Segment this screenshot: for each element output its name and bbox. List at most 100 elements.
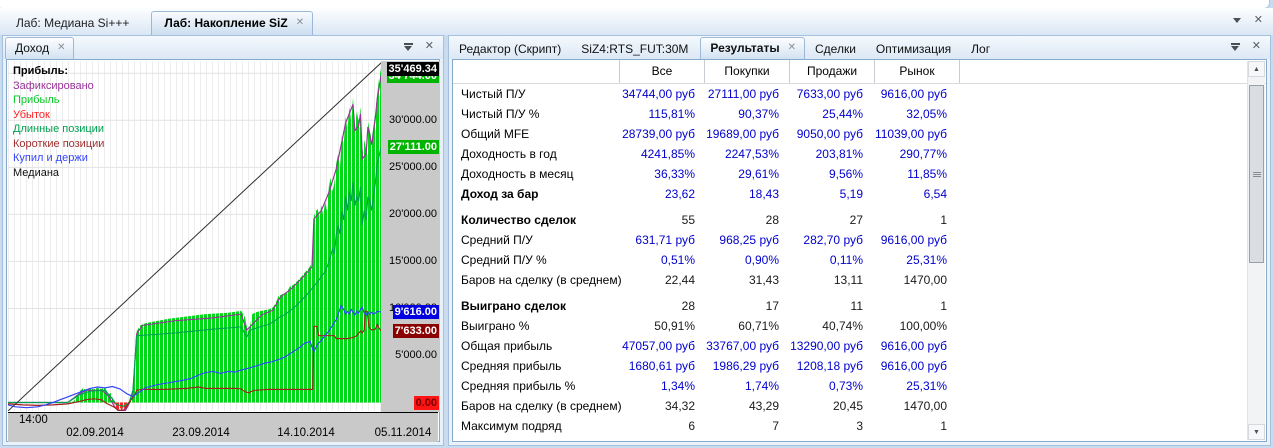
table-row: Средний П/У 631,71 руб 968,25 руб 282,70 ру… [453,230,1266,250]
chevron-down-icon[interactable] [1232,18,1241,23]
row-value: 32,05% [906,107,947,121]
time-axis[interactable]: 14:00 02.09.2014 23.09.2014 14.10.2014 05.1… [8,412,438,442]
row-label: Общая прибыль [461,339,553,353]
row-value: 25,31% [906,253,947,267]
tab-label: Редактор (Скрипт) [459,42,562,56]
row-value: 1,74% [744,379,779,393]
profit-chart-plot[interactable] [7,61,382,412]
tab-item-4[interactable]: Оптимизация [866,39,961,59]
row-value: 22,44 [664,273,695,287]
legend-title: Прибыль: [13,65,68,77]
profit-chart: Прибыль: Зафиксировано Прибыль Убыток Длинн… [6,59,440,442]
tab-item-1[interactable]: SiZ4:RTS_FUT:30M [571,39,698,59]
row-value: 1,34% [660,379,695,393]
row-value: 17 [765,299,779,313]
doc-tab-mediana-si[interactable]: Лаб: Медиана Si+++ [16,16,130,30]
price-badge: 35'469.34 [386,61,439,76]
row-value: 11 [850,299,863,313]
row-label: Чистый П/У % [461,107,540,121]
row-label: Выиграно сделок [461,299,566,313]
row-label: Доходность в год [461,147,557,161]
row-value: 5,19 [839,187,863,201]
close-icon[interactable]: ✕ [1251,40,1261,52]
tab-label: SiZ4:RTS_FUT:30M [581,42,689,56]
row-value: 25,31% [906,379,947,393]
chart-legend: Прибыль: Зафиксировано Прибыль Убыток Длинн… [13,64,104,180]
row-value: 282,70 руб [803,233,863,247]
close-icon[interactable]: ✕ [295,17,305,28]
row-value: 100,00% [899,319,947,333]
row-value: 20,45 [832,399,863,413]
row-label: Средний П/У % [461,253,547,267]
price-badge: 9'616.00 [392,305,439,320]
scroll-down-arrow-icon[interactable]: ▼ [1248,424,1265,440]
tab-item-3[interactable]: Сделки [805,39,866,59]
doc-tab-nakoplenie-siz[interactable]: Лаб: Накопление SiZ ✕ [151,11,314,35]
close-icon[interactable]: ✕ [424,40,434,52]
dock-pin-icon[interactable] [1230,42,1240,51]
row-label: Средняя прибыль [461,359,562,373]
price-axis[interactable]: 30'000.0025'000.0020'000.0015'000.0010'0… [381,61,440,412]
row-value: 3 [856,419,863,433]
row-value: 33767,00 руб [706,339,779,353]
row-value: 47057,00 руб [622,339,695,353]
price-tick-label: 15'000.00 [389,255,437,268]
tab-results[interactable]: Результаты ✕ [700,37,805,59]
row-value: 290,77% [899,147,947,161]
row-value: 13290,00 руб [790,339,863,353]
income-panel: Доход ✕ ✕ Прибыль: Зафиксировано Прибыль У… [2,35,444,446]
scrollbar-thumb[interactable] [1249,85,1264,263]
dock-pin-icon[interactable] [403,42,413,51]
scrollbar-grip-icon [1252,171,1261,177]
table-row: Доходность в месяц 36,33% 29,61% 9,56% 11,85… [453,164,1266,184]
row-value: 6 [688,419,695,433]
row-value: 28739,00 руб [622,127,695,141]
vertical-scrollbar[interactable]: ▲ ▼ [1247,61,1265,440]
row-value: 1 [940,419,947,433]
income-panel-tabbar: Доход ✕ ✕ [3,36,443,59]
row-value: 34,32 [664,399,695,413]
row-value: 18,43 [748,187,779,201]
row-label: Чистый П/У [461,87,526,101]
row-value: 2247,53% [724,147,779,161]
close-icon[interactable]: ✕ [1253,14,1263,26]
row-value: 631,71 руб [635,233,695,247]
scroll-up-arrow-icon[interactable]: ▲ [1248,61,1265,77]
table-row: Средний П/У % 0,51% 0,90% 0,11% 25,31% [453,250,1266,270]
table-row: Выиграно % 50,91% 60,71% 40,74% 100,00% [453,316,1266,336]
results-table-header: Все Покупки Продажи Рынок [453,60,1266,84]
row-value: 6,54 [923,187,947,201]
row-label: Доходность в месяц [461,167,574,181]
column-header-3: Рынок [874,60,960,83]
row-value: 28 [681,299,695,313]
row-value: 11,85% [907,167,947,181]
table-row: Доход за бар 23,62 18,43 5,19 6,54 [453,184,1266,204]
tab-item-5[interactable]: Лог [961,39,1000,59]
date-tick-label: 02.09.2014 [66,427,124,439]
close-icon[interactable]: ✕ [57,42,66,53]
row-value: 1 [940,213,947,227]
row-label: Выиграно % [461,319,530,333]
tab-income[interactable]: Доход ✕ [5,37,75,59]
table-row: Количество сделок 55 28 27 1 [453,210,1266,230]
row-value: 34744,00 руб [622,87,695,101]
row-value: 9616,00 руб [880,87,947,101]
row-value: 1986,29 руб [712,359,779,373]
row-value: 0,73% [828,379,863,393]
row-value: 31,43 [748,273,779,287]
results-panel-tabbar: Редактор (Скрипт) SiZ4:RTS_FUT:30M Результ… [449,36,1270,59]
document-tabbar: Лаб: Медиана Si+++ Лаб: Накопление SiZ ✕… [0,8,1273,35]
tab-item-0[interactable]: Редактор (Скрипт) [449,39,571,59]
row-value: 0,90% [744,253,779,267]
row-value: 36,33% [654,167,695,181]
table-row: Максимум подряд 6 7 3 1 [453,416,1266,436]
close-icon[interactable]: ✕ [787,42,796,53]
column-header-2: Продажи [789,60,874,83]
price-badge: 7'633.00 [392,323,439,338]
tab-income-label: Доход [15,41,50,55]
row-value: 43,29 [748,399,779,413]
row-value: 90,37% [738,107,779,121]
row-value: 50,91% [654,319,695,333]
row-value: 1 [940,299,947,313]
